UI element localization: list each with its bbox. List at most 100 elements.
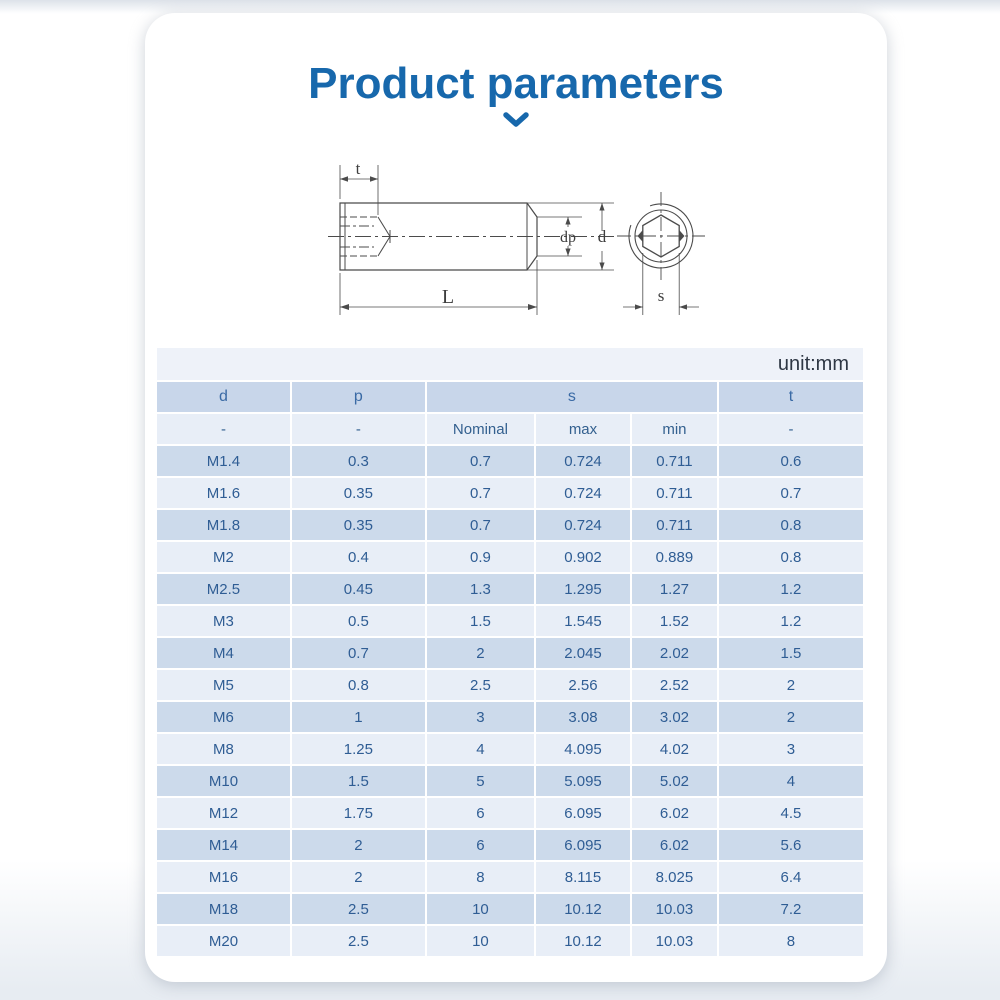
- table-cell: M20: [157, 926, 290, 956]
- table-cell: 2.02: [631, 638, 717, 668]
- table-cell: 0.3: [291, 446, 425, 476]
- table-cell: 0.35: [291, 478, 425, 508]
- table-cell: 1.75: [291, 798, 425, 828]
- table-cell: 0.724: [536, 478, 630, 508]
- table-cell: M4: [157, 638, 290, 668]
- table-cell: 1.295: [536, 574, 630, 604]
- product-parameters-card: Product parameters: [145, 13, 887, 982]
- table-cell: 6.02: [631, 830, 717, 860]
- set-screw-technical-drawing: t L dp d s: [328, 159, 705, 315]
- table-cell: 10.12: [536, 894, 630, 924]
- table-cell: 1.52: [631, 606, 717, 636]
- subcolumn-nominal: Nominal: [426, 414, 535, 444]
- table-subheader-row: - - Nominal max min -: [157, 414, 863, 444]
- table-header-row: d p s t: [157, 382, 863, 412]
- table-cell: 0.6: [718, 446, 863, 476]
- table-cell: 4.5: [718, 798, 863, 828]
- table-cell: 4: [718, 766, 863, 796]
- table-row: M1.4 0.3 0.7 0.724 0.711 0.6: [157, 446, 863, 476]
- unit-label: unit:mm: [157, 348, 863, 380]
- dim-label-L: L: [442, 286, 454, 308]
- table-row: M12 1.75 6 6.095 6.02 4.5: [157, 798, 863, 828]
- table-cell: 1.3: [426, 574, 535, 604]
- table-cell: 7.2: [718, 894, 863, 924]
- table-cell: 1.5: [426, 606, 535, 636]
- table-cell: 0.7: [718, 478, 863, 508]
- table-cell: 1.545: [536, 606, 630, 636]
- column-header-t: t: [718, 382, 863, 412]
- table-cell: 6.4: [718, 862, 863, 892]
- table-row: M1.6 0.35 0.7 0.724 0.711 0.7: [157, 478, 863, 508]
- end-view-outer-circle: [628, 203, 694, 269]
- parameters-table: unit:mm d p s t - - Nominal max min - M1…: [155, 346, 865, 958]
- table-cell: 2.5: [291, 894, 425, 924]
- column-header-p: p: [291, 382, 425, 412]
- table-cell: 0.7: [291, 638, 425, 668]
- subcolumn-p: -: [291, 414, 425, 444]
- table-cell: 0.711: [631, 478, 717, 508]
- table-cell: 0.724: [536, 446, 630, 476]
- table-cell: 10.03: [631, 926, 717, 956]
- table-cell: 10: [426, 894, 535, 924]
- table-cell: 0.8: [718, 542, 863, 572]
- table-cell: 2.045: [536, 638, 630, 668]
- table-cell: 8.115: [536, 862, 630, 892]
- table-cell: 6.095: [536, 798, 630, 828]
- table-cell: 1.5: [291, 766, 425, 796]
- table-cell: 6: [426, 798, 535, 828]
- table-cell: M16: [157, 862, 290, 892]
- dim-label-d: d: [598, 227, 607, 246]
- table-cell: 0.4: [291, 542, 425, 572]
- table-row: M6 1 3 3.08 3.02 2: [157, 702, 863, 732]
- subcolumn-t: -: [718, 414, 863, 444]
- table-cell: M6: [157, 702, 290, 732]
- table-cell: 1.27: [631, 574, 717, 604]
- table-cell: M14: [157, 830, 290, 860]
- table-cell: 0.7: [426, 510, 535, 540]
- table-cell: M1.4: [157, 446, 290, 476]
- table-cell: M12: [157, 798, 290, 828]
- table-cell: 3: [426, 702, 535, 732]
- table-cell: M18: [157, 894, 290, 924]
- table-cell: 1.5: [718, 638, 863, 668]
- table-cell: 5.6: [718, 830, 863, 860]
- unit-row: unit:mm: [157, 348, 863, 380]
- table-cell: M2.5: [157, 574, 290, 604]
- table-cell: 6.095: [536, 830, 630, 860]
- table-cell: M5: [157, 670, 290, 700]
- table-row: M10 1.5 5 5.095 5.02 4: [157, 766, 863, 796]
- table-row: M1.8 0.35 0.7 0.724 0.711 0.8: [157, 510, 863, 540]
- dim-label-s: s: [658, 286, 665, 305]
- table-cell: 0.35: [291, 510, 425, 540]
- table-cell: 0.724: [536, 510, 630, 540]
- table-row: M5 0.8 2.5 2.56 2.52 2: [157, 670, 863, 700]
- table-cell: 0.7: [426, 446, 535, 476]
- table-row: M14 2 6 6.095 6.02 5.6: [157, 830, 863, 860]
- table-cell: 8: [718, 926, 863, 956]
- table-cell: 5: [426, 766, 535, 796]
- table-cell: 0.889: [631, 542, 717, 572]
- hex-socket: [642, 214, 680, 258]
- table-cell: M8: [157, 734, 290, 764]
- table-body: M1.4 0.3 0.7 0.724 0.711 0.6 M1.6 0.35 0.7 0.724 0…: [157, 446, 863, 956]
- table-cell: 1.25: [291, 734, 425, 764]
- table-cell: 1.2: [718, 606, 863, 636]
- table-cell: 5.02: [631, 766, 717, 796]
- table-cell: 1.2: [718, 574, 863, 604]
- table-cell: 0.711: [631, 510, 717, 540]
- table-cell: 2.5: [426, 670, 535, 700]
- table-cell: 0.711: [631, 446, 717, 476]
- column-header-s: s: [426, 382, 717, 412]
- table-cell: 0.5: [291, 606, 425, 636]
- table-cell: 4.095: [536, 734, 630, 764]
- table-cell: M3: [157, 606, 290, 636]
- table-cell: 4.02: [631, 734, 717, 764]
- table-cell: M1.8: [157, 510, 290, 540]
- table-row: M18 2.5 10 10.12 10.03 7.2: [157, 894, 863, 924]
- chevron-down-icon: [145, 112, 887, 132]
- table-cell: M1.6: [157, 478, 290, 508]
- table-row: M20 2.5 10 10.12 10.03 8: [157, 926, 863, 956]
- table-cell: 2.5: [291, 926, 425, 956]
- subcolumn-min: min: [631, 414, 717, 444]
- page-title: Product parameters: [308, 59, 724, 108]
